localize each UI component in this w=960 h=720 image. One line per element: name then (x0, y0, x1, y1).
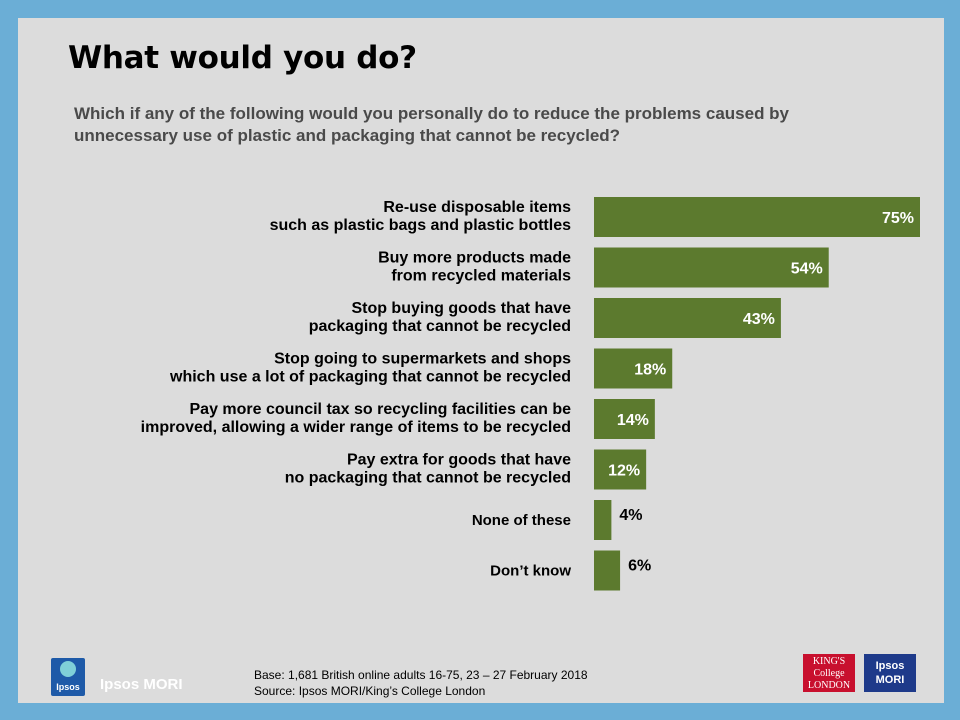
category-label: Stop buying goods that have packaging tha… (309, 300, 571, 335)
bar (594, 500, 612, 540)
bar-value-label: 18% (634, 362, 666, 379)
category-label: Stop going to supermarkets and shops whic… (169, 351, 571, 386)
bar-chart: 75% Re-use disposable items such as plasti… (141, 197, 920, 591)
bar (594, 197, 920, 237)
kcl-logo-line: KING'S (812, 656, 846, 667)
bar-value-label: 43% (743, 311, 775, 328)
page-title: What would you do? (68, 40, 417, 76)
footnote: Base: 1,681 British online adults 16-75,… (254, 667, 588, 699)
base-note: Base: 1,681 British online adults 16-75,… (254, 668, 588, 682)
bar-value-label: 6% (628, 558, 651, 575)
bar (594, 348, 673, 389)
category-label: Re-use disposable items such as plastic b… (270, 199, 572, 234)
mori-logo-line: MORI (875, 674, 905, 686)
ipsos-logo-mark (60, 661, 76, 677)
kcl-logo-line: College (813, 668, 845, 679)
bar (594, 550, 621, 591)
ipsos-mori-logo: Ipsos MORI (864, 654, 916, 692)
category-label: Don’t know (490, 563, 571, 580)
kcl-logo: KING'S College LONDON (803, 654, 855, 692)
source-note: Source: Ipsos MORI/King’s College London (254, 684, 486, 698)
kcl-logo-line: LONDON (807, 680, 851, 691)
bar-value-label: 54% (791, 261, 823, 278)
bar-value-label: 4% (619, 507, 642, 524)
category-label: Buy more products made from recycled mate… (378, 250, 571, 285)
category-label: None of these (472, 512, 571, 529)
ipsos-logo: Ipsos (51, 658, 85, 696)
ipsos-logo-text: Ipsos (56, 682, 80, 692)
bar-value-label: 75% (882, 210, 914, 227)
bar (594, 298, 781, 338)
slide: What would you do? Which if any of the f… (18, 18, 944, 703)
category-label: Pay more council tax so recycling facili… (141, 401, 571, 436)
bar (594, 449, 647, 490)
bar (594, 399, 655, 439)
category-label: Pay extra for goods that have no packagin… (285, 452, 571, 487)
question-subtitle: Which if any of the following would you … (74, 104, 790, 145)
bar (594, 247, 829, 288)
bar-value-label: 12% (608, 463, 640, 480)
bar-value-label: 14% (617, 412, 649, 429)
brand-name: Ipsos MORI (100, 676, 183, 693)
mori-logo-line: Ipsos (875, 660, 905, 672)
